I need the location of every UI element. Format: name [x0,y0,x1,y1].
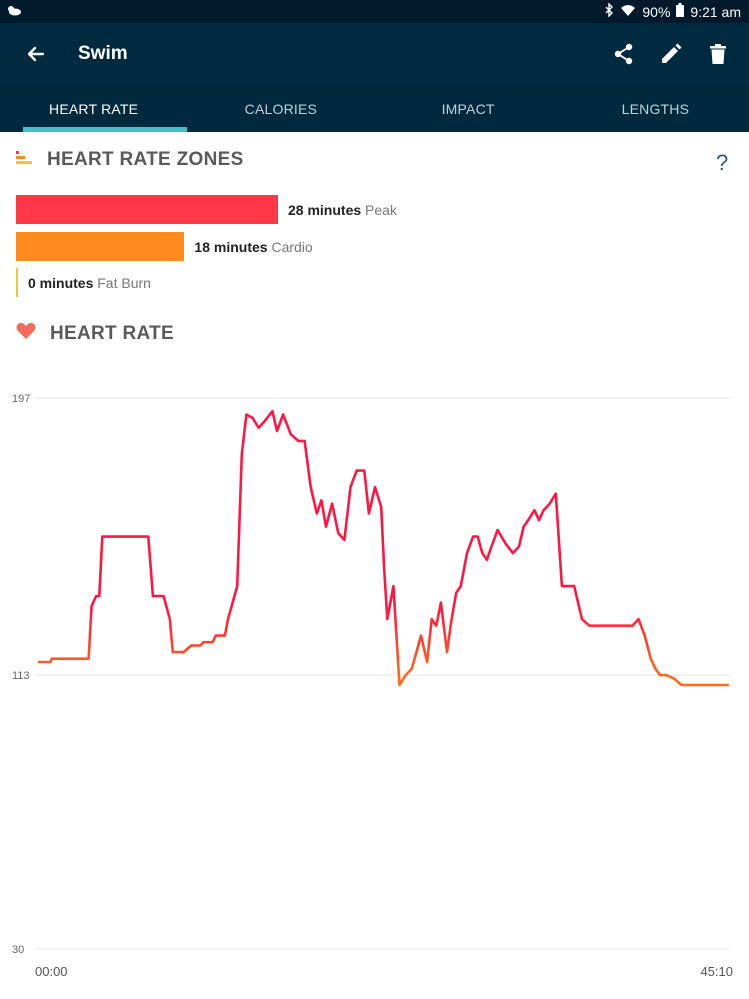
zone-text-cardio: 18 minutes Cardio [194,239,312,255]
zone-name: Peak [365,201,397,218]
heart-rate-chart: 197 113 30 00:00 45:10 [12,393,733,979]
zone-bar-cardio [16,232,185,261]
zone-name: Cardio [271,238,313,255]
heart-rate-line [38,409,729,687]
x-tick-label: 00:00 [35,964,68,979]
heart-rate-title: HEART RATE [50,322,175,344]
zone-minutes: 0 minutes [28,274,94,291]
y-tick-label: 30 [12,944,24,956]
zone-row-fat-burn: 0 minutes Fat Burn [16,268,151,297]
edit-pencil-icon[interactable] [657,40,685,68]
status-bar: 90% 9:21 am [0,0,749,23]
share-icon[interactable] [610,40,638,68]
zone-row-cardio: 18 minutes Cardio [16,232,313,261]
zones-title: HEART RATE ZONES [47,149,244,170]
tab-calories[interactable]: CALORIES [244,101,318,117]
battery-icon [676,3,685,20]
zones-icon [16,150,33,170]
status-time: 9:21 am [690,3,741,20]
bluetooth-icon [604,2,614,20]
app-bar: Swim [0,23,749,85]
back-arrow-icon[interactable] [22,40,50,68]
battery-percent: 90% [642,3,671,20]
help-question-icon[interactable]: ? [716,150,729,175]
zones-header: HEART RATE ZONES [16,149,244,171]
page-title: Swim [78,43,128,64]
x-tick-label: 45:10 [700,964,733,979]
heart-rate-header: HEART RATE [16,322,174,345]
zone-name: Fat Burn [97,274,151,291]
tab-lengths[interactable]: LENGTHS [621,101,690,117]
tab-impact[interactable]: IMPACT [441,101,495,117]
heart-icon [16,322,36,345]
zone-bar-fat-burn [16,268,18,297]
zone-text-peak: 28 minutes Peak [288,202,397,218]
zone-text-fat-burn: 0 minutes Fat Burn [28,275,151,291]
y-tick-label: 197 [12,393,30,405]
tab-heart-rate[interactable]: HEART RATE [0,85,188,132]
zone-row-peak: 28 minutes Peak [16,195,397,224]
zone-bar-peak [16,195,278,224]
weather-cloud-icon [6,3,22,19]
zone-minutes: 28 minutes [288,201,362,218]
delete-trash-icon[interactable] [704,40,732,68]
tab-bar: HEART RATE CALORIES IMPACT LENGTHS [0,85,749,132]
y-tick-label: 113 [12,670,30,682]
zone-minutes: 18 minutes [194,238,268,255]
wifi-icon [620,4,636,20]
